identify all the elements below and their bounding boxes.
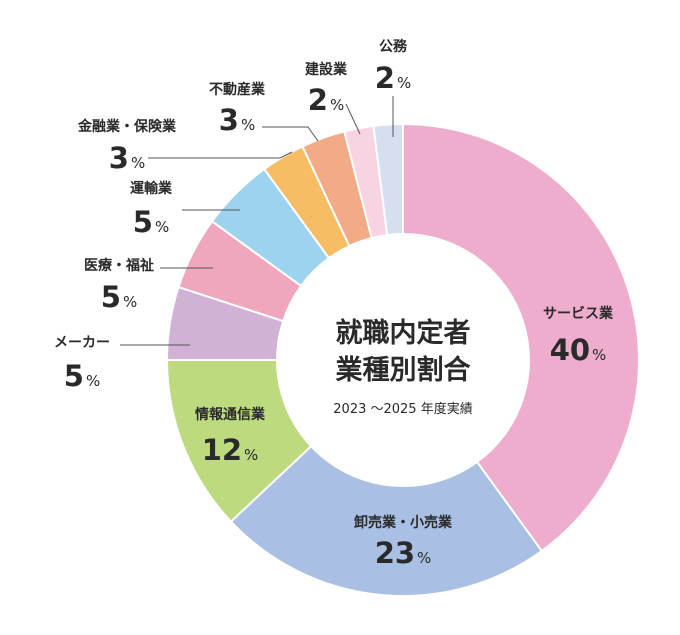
slice-value-10: 2% bbox=[375, 61, 411, 95]
slice-value-7: 3% bbox=[109, 141, 145, 175]
slice-label-2: 卸売業・小売業 bbox=[354, 514, 453, 531]
slice-value-5: 5% bbox=[101, 280, 137, 314]
slice-value-4: 5% bbox=[64, 359, 100, 393]
chart-subtitle: 2023 ～2025 年度実績 bbox=[333, 401, 472, 417]
slice-value-6: 5% bbox=[133, 205, 169, 239]
slice-label-1: サービス業 bbox=[543, 305, 614, 322]
slice-label-7: 金融業・保険業 bbox=[77, 118, 177, 135]
slice-label-5: 医療・福祉 bbox=[84, 257, 154, 274]
slice-value-8: 3% bbox=[219, 103, 255, 137]
labels-group: サービス業 40 % 卸売業・小売業 23 % 情報通信業 12 % メーカー 5 % 医療・福祉 5 % 運… bbox=[54, 38, 614, 570]
slice-label-6: 運輸業 bbox=[130, 180, 173, 197]
donut-slice-1 bbox=[402, 122, 640, 553]
slice-value-2: 23% bbox=[375, 536, 432, 570]
leader-line-9 bbox=[345, 103, 361, 135]
slice-label-4: メーカー bbox=[54, 335, 110, 351]
slice-value-9: 2% bbox=[308, 83, 344, 117]
donut-slice-10 bbox=[372, 122, 404, 237]
leader-line-8 bbox=[262, 126, 319, 142]
slice-label-10: 公務 bbox=[379, 38, 408, 55]
slice-value-3: 12% bbox=[202, 433, 259, 467]
slice-label-9: 建設業 bbox=[305, 61, 348, 78]
slice-label-8: 不動産業 bbox=[209, 81, 266, 98]
leader-line-7 bbox=[148, 151, 293, 159]
slices-group bbox=[165, 122, 640, 597]
slice-label-3: 情報通信業 bbox=[195, 406, 266, 423]
leader-lines-group bbox=[120, 96, 394, 346]
slice-value-1: 40% bbox=[550, 333, 607, 367]
chart-title-line1: 就職内定者 bbox=[336, 317, 471, 349]
donut-slice-2 bbox=[229, 444, 544, 597]
chart-title-line2: 業種別割合 bbox=[336, 354, 471, 386]
